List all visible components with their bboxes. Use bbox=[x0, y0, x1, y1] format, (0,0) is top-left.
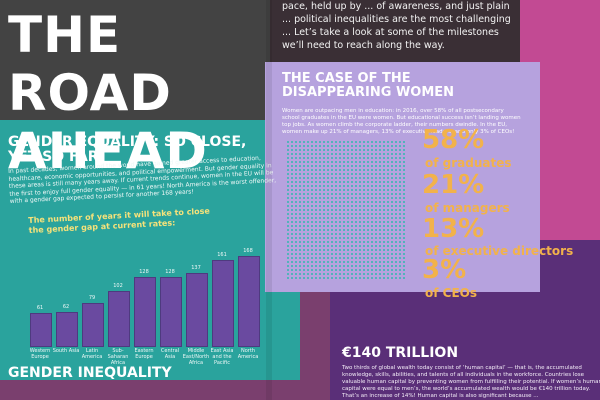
chart-bar-value: 128 bbox=[165, 269, 175, 275]
chart-bar-value: 62 bbox=[62, 304, 70, 310]
chart-category-label: Western Europe bbox=[29, 348, 51, 360]
chart-bar-value: 79 bbox=[88, 295, 96, 301]
chart-bar-value: 128 bbox=[139, 269, 149, 275]
trillion-section bbox=[330, 295, 600, 400]
stat-ceo-label: of CEOs bbox=[425, 286, 477, 300]
chart-category-label: South Asia bbox=[52, 348, 80, 354]
stat-ceo-value: 3% bbox=[422, 255, 467, 285]
chart-bar bbox=[212, 260, 234, 347]
chart-bar bbox=[186, 273, 208, 347]
gender-equality-title: GENDER EQUALITY: SO CLOSE, YET SO FAR bbox=[8, 134, 247, 165]
chart-category-label: Central Asia bbox=[160, 348, 180, 360]
disappearing-women-title: THE CASE OF THE DISAPPEARING WOMEN bbox=[282, 71, 455, 100]
chart-category-label: North America bbox=[237, 348, 259, 360]
years-to-close-gap-chart: 61 Western Europe 62 South Asia 79 Latin Amer… bbox=[30, 240, 270, 380]
chart-bar bbox=[160, 277, 182, 347]
chart-bar bbox=[56, 312, 78, 347]
chart-bar-value: 102 bbox=[113, 283, 123, 289]
stat-executive-value: 13% bbox=[422, 214, 485, 244]
chart-bar-value: 168 bbox=[243, 248, 253, 254]
stat-managers-value: 21% bbox=[422, 170, 485, 200]
chart-bar bbox=[238, 256, 260, 347]
stat-graduates-value: 58% bbox=[422, 125, 485, 155]
chart-category-label: Eastern Europe bbox=[134, 348, 154, 360]
intro-text: pace, held up by ... of awareness, and j… bbox=[282, 1, 511, 51]
disappearing-women-body: Women are outpacing men in education: in… bbox=[282, 108, 521, 135]
chart-category-label: Latin America bbox=[81, 348, 103, 360]
chart-category-label: East Asia and the Pacific bbox=[210, 348, 234, 366]
gender-inequality-title: GENDER INEQUALITY bbox=[8, 365, 172, 381]
people-dot-matrix bbox=[286, 140, 406, 280]
page-title: THE ROAD AHEAD bbox=[8, 6, 208, 180]
chart-bar bbox=[82, 303, 104, 347]
chart-bar bbox=[134, 277, 156, 347]
stat-managers-label: of managers bbox=[425, 201, 510, 215]
trillion-title: €140 TRILLION bbox=[342, 345, 459, 361]
chart-category-label: Sub-Saharan Africa bbox=[107, 348, 129, 366]
chart-bar-value: 137 bbox=[191, 265, 201, 271]
chart-category-label: Middle East/North Africa bbox=[182, 348, 210, 366]
chart-bar-value: 161 bbox=[217, 252, 227, 258]
top-dark-panel bbox=[270, 0, 530, 72]
stat-graduates-label: of graduates bbox=[425, 156, 512, 170]
page-fold bbox=[266, 0, 272, 400]
chart-bar-value: 61 bbox=[36, 305, 44, 311]
left-top-panel bbox=[0, 0, 270, 130]
trillion-body: Two thirds of global wealth today consis… bbox=[342, 365, 600, 399]
stat-executive-label: of executive directors bbox=[425, 244, 574, 258]
chart-bar bbox=[108, 291, 130, 347]
chart-bar bbox=[30, 313, 52, 347]
